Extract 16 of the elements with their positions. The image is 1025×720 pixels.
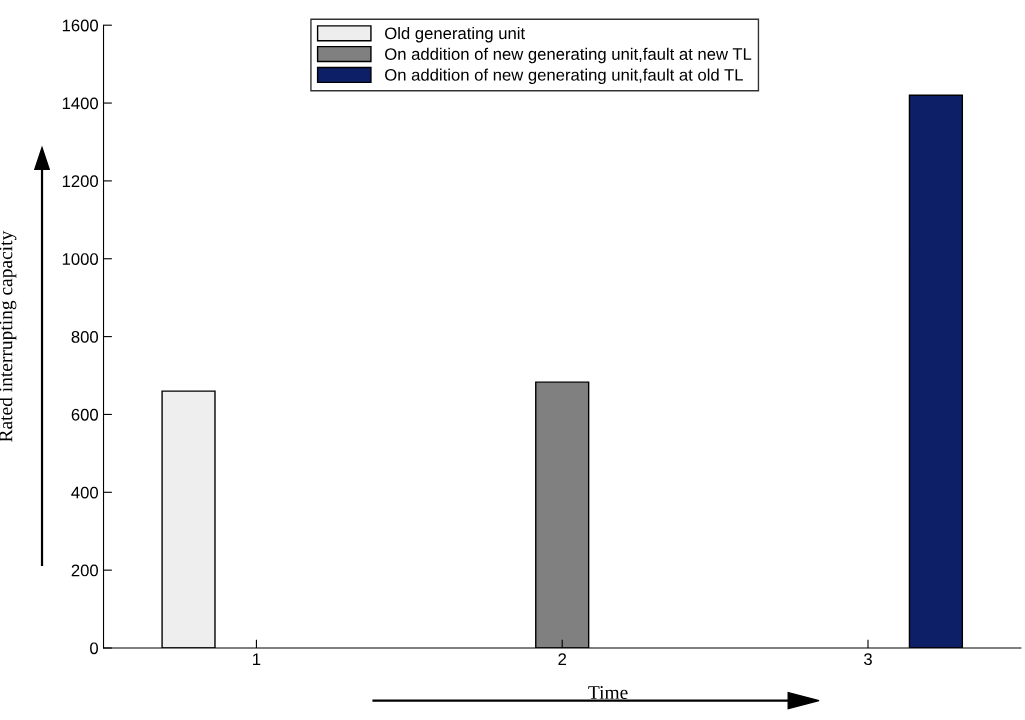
y-tick-label: 600 bbox=[71, 408, 99, 421]
y-tick-label: 400 bbox=[71, 486, 99, 499]
x-tick-label: 2 bbox=[558, 653, 567, 665]
legend-label: On addition of new generating unit,fault at new TL bbox=[385, 47, 752, 64]
y-tick-label: 200 bbox=[71, 564, 99, 577]
y-tick-label: 1000 bbox=[62, 253, 99, 265]
legend-label: On addition of new generating unit,fault at old TL bbox=[385, 68, 743, 85]
y-tick-label: 1400 bbox=[62, 97, 99, 110]
y-tick-label: 800 bbox=[71, 331, 99, 343]
y-tick-label: 0 bbox=[90, 642, 99, 655]
legend-label: Old generating unit bbox=[385, 26, 525, 43]
x-tick-label: 3 bbox=[864, 653, 872, 666]
y-tick-label: 1600 bbox=[62, 19, 99, 32]
x-tick-label: 1 bbox=[253, 653, 261, 665]
y-tick-label: 1200 bbox=[62, 175, 99, 188]
x-axis-title: Time bbox=[588, 685, 628, 700]
